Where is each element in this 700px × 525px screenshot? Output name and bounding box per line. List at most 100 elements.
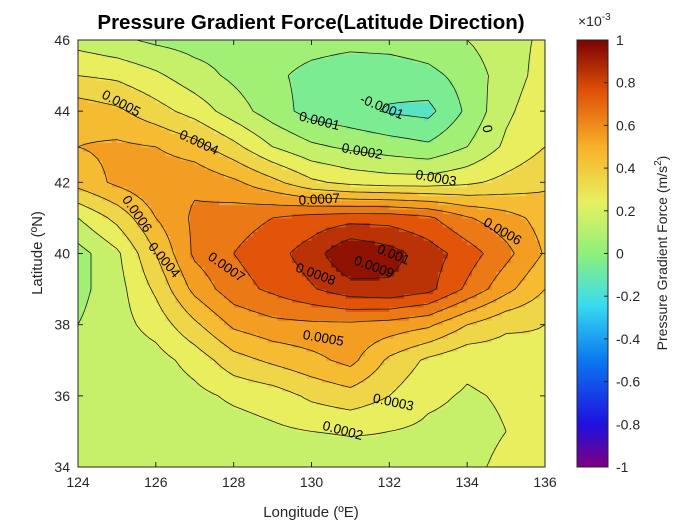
contour-cell xyxy=(277,400,283,406)
contour-cell xyxy=(92,289,99,295)
contour-cell xyxy=(350,275,356,281)
contour-cell xyxy=(408,458,415,464)
contour-cell xyxy=(97,386,103,392)
contour-cell xyxy=(185,338,191,344)
contour-cell xyxy=(150,395,157,401)
contour-cell xyxy=(399,386,405,392)
contour-cell xyxy=(185,257,191,263)
contour-cell xyxy=(452,289,459,295)
contour-cell xyxy=(374,435,381,441)
contour-cell xyxy=(399,426,405,433)
contour-cell xyxy=(520,293,527,299)
contour-cell xyxy=(287,324,293,330)
contour-cell xyxy=(102,395,108,401)
contour-cell xyxy=(155,400,162,406)
contour-cell xyxy=(486,373,493,379)
contour-cell xyxy=(428,333,434,339)
contour-cell xyxy=(442,346,449,352)
contour-cell xyxy=(150,262,157,268)
contour-cell xyxy=(219,440,225,446)
contour-cell xyxy=(335,249,342,255)
contour-cell xyxy=(340,435,347,441)
contour-cell xyxy=(287,266,293,272)
contour-cell xyxy=(447,271,454,277)
contour-cell xyxy=(418,253,424,259)
contour-cell xyxy=(223,275,230,281)
contour-cell xyxy=(228,435,235,441)
contour-cell xyxy=(141,369,147,375)
contour-cell xyxy=(272,458,279,464)
contour-cell xyxy=(491,324,497,330)
contour-cell xyxy=(447,413,454,419)
contour-cell xyxy=(238,297,244,304)
contour-cell xyxy=(150,302,157,308)
contour-cell xyxy=(399,338,405,344)
contour-cell xyxy=(540,458,545,464)
contour-cell xyxy=(437,431,444,437)
contour-cell xyxy=(491,320,497,326)
contour-cell xyxy=(262,440,269,446)
contour-cell xyxy=(78,355,84,361)
contour-cell xyxy=(520,351,527,357)
contour-cell xyxy=(535,373,541,379)
contour-cell xyxy=(296,418,303,424)
contour-cell xyxy=(447,462,454,467)
contour-cell xyxy=(472,280,478,286)
contour-cell xyxy=(530,351,536,357)
contour-cell xyxy=(399,262,405,268)
contour-cell xyxy=(248,391,254,397)
contour-cell xyxy=(257,400,264,406)
contour-cell xyxy=(350,315,356,321)
contour-cell xyxy=(209,360,215,366)
contour-cell xyxy=(399,329,405,335)
contour-cell xyxy=(447,253,454,259)
contour-cell xyxy=(292,462,298,467)
contour-cell xyxy=(146,266,152,272)
contour-cell xyxy=(379,271,386,277)
contour-cell xyxy=(496,284,502,290)
contour-cell xyxy=(292,253,298,259)
contour-cell xyxy=(506,235,512,241)
contour-cell xyxy=(340,360,347,366)
contour-cell xyxy=(452,324,459,330)
contour-cell xyxy=(399,355,405,361)
contour-cell xyxy=(180,311,186,317)
contour-cell xyxy=(238,311,244,317)
contour-cell xyxy=(486,324,493,330)
contour-cell xyxy=(326,418,332,424)
contour-cell xyxy=(296,453,303,459)
contour-cell xyxy=(365,284,371,290)
contour-cell xyxy=(287,253,293,259)
contour-cell xyxy=(257,293,264,299)
contour-cell xyxy=(418,293,424,299)
contour-cell xyxy=(287,422,293,428)
contour-cell xyxy=(189,284,196,290)
contour-cell xyxy=(306,266,313,272)
contour-cell xyxy=(199,293,206,299)
contour-cell xyxy=(413,271,420,277)
contour-cell xyxy=(301,422,308,428)
contour-cell xyxy=(282,253,288,259)
contour-cell xyxy=(462,351,468,357)
contour-cell xyxy=(394,329,400,335)
contour-cell xyxy=(394,422,400,428)
contour-cell xyxy=(267,302,274,308)
contour-cell xyxy=(296,324,303,330)
contour-cell xyxy=(437,426,444,433)
contour-cell xyxy=(384,378,390,384)
contour-cell xyxy=(292,324,298,330)
contour-cell xyxy=(92,355,99,361)
contour-cell xyxy=(491,266,497,272)
contour-cell xyxy=(97,404,103,410)
contour-cell xyxy=(78,364,84,370)
contour-cell xyxy=(360,422,366,428)
contour-cell xyxy=(87,257,94,263)
contour-cell xyxy=(194,462,201,467)
contour-cell xyxy=(525,306,531,312)
contour-cell xyxy=(330,453,337,459)
contour-cell xyxy=(301,289,308,295)
contour-cell xyxy=(116,333,123,339)
contour-cell xyxy=(374,360,381,366)
contour-cell xyxy=(472,249,478,255)
contour-cell xyxy=(296,458,303,464)
